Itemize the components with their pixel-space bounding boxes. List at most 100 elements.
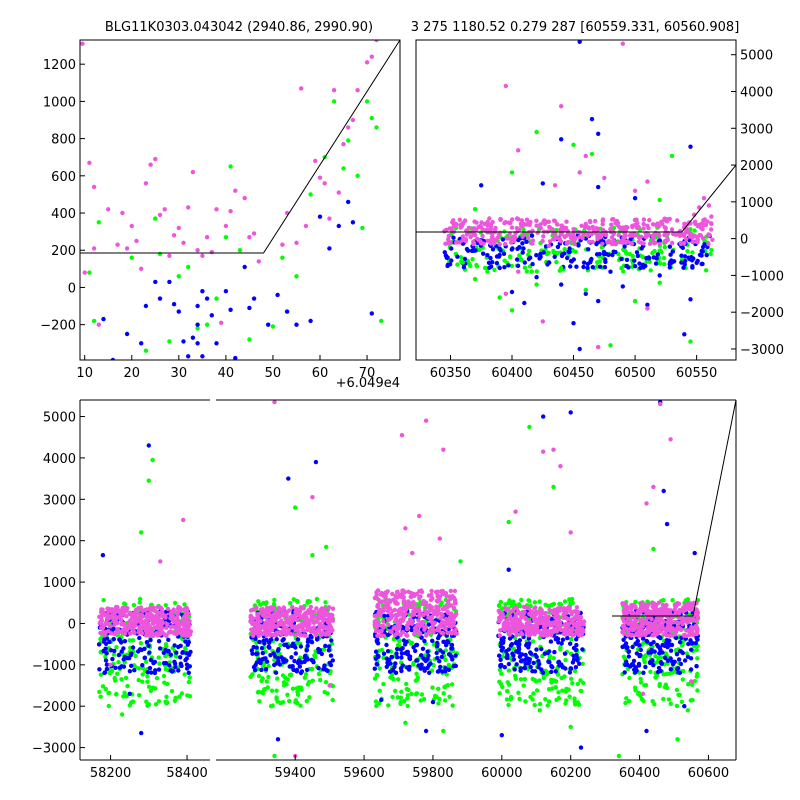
data-point-blue bbox=[435, 655, 440, 661]
data-point-magenta bbox=[662, 225, 667, 230]
data-point-green bbox=[688, 698, 693, 703]
data-point-blue bbox=[142, 655, 148, 660]
data-point-magenta bbox=[652, 241, 657, 246]
data-point-green bbox=[636, 691, 641, 697]
data-point-magenta bbox=[140, 626, 145, 631]
data-point-magenta bbox=[416, 609, 422, 615]
data-point-blue bbox=[393, 661, 398, 666]
data-point-magenta bbox=[223, 223, 229, 229]
data-point-magenta bbox=[159, 606, 164, 612]
data-point-magenta bbox=[471, 241, 476, 247]
data-point-magenta bbox=[532, 606, 537, 611]
data-point-magenta bbox=[448, 617, 453, 623]
data-point-blue bbox=[603, 259, 608, 265]
y-tick-label: 0 bbox=[68, 281, 76, 296]
data-point-blue bbox=[511, 657, 517, 662]
data-point-blue bbox=[581, 264, 586, 270]
data-point-green bbox=[228, 164, 233, 169]
data-point-green bbox=[419, 692, 425, 697]
data-point-green bbox=[562, 674, 567, 679]
data-point-blue bbox=[634, 651, 640, 656]
data-point-blue bbox=[644, 728, 649, 734]
data-point-blue bbox=[161, 650, 166, 655]
x-tick-label: 60 bbox=[312, 366, 329, 381]
data-point-magenta bbox=[693, 221, 698, 227]
data-point-magenta bbox=[159, 625, 165, 631]
data-point-blue bbox=[682, 262, 687, 267]
data-point-green bbox=[123, 675, 129, 681]
data-point-magenta bbox=[659, 624, 664, 629]
data-point-magenta bbox=[251, 616, 256, 621]
data-point-blue bbox=[623, 662, 628, 668]
data-point-magenta bbox=[656, 600, 661, 605]
data-point-blue bbox=[293, 651, 298, 656]
data-point-green bbox=[498, 599, 503, 605]
panel-full-season: −3000−2000−10000100020003000400050005820… bbox=[32, 399, 737, 781]
data-point-magenta bbox=[587, 239, 592, 245]
data-point-blue bbox=[438, 648, 443, 653]
data-point-green bbox=[172, 600, 178, 606]
data-point-magenta bbox=[418, 594, 423, 599]
data-point-blue bbox=[664, 521, 670, 527]
data-point-blue bbox=[156, 667, 162, 672]
data-point-magenta bbox=[146, 622, 151, 627]
data-point-magenta bbox=[647, 218, 652, 223]
data-point-blue bbox=[641, 670, 646, 675]
data-point-blue bbox=[653, 261, 659, 266]
data-point-blue bbox=[253, 636, 258, 641]
data-point-magenta bbox=[443, 616, 449, 622]
data-point-magenta bbox=[503, 291, 508, 296]
data-point-magenta bbox=[302, 612, 307, 617]
data-point-blue bbox=[439, 654, 444, 660]
data-point-magenta bbox=[330, 606, 336, 611]
data-point-magenta bbox=[629, 627, 634, 632]
data-point-green bbox=[264, 679, 269, 684]
data-point-blue bbox=[298, 670, 304, 676]
data-point-blue bbox=[602, 265, 608, 270]
data-point-magenta bbox=[106, 207, 111, 212]
data-point-green bbox=[269, 688, 275, 693]
data-point-blue bbox=[626, 654, 631, 659]
data-point-green bbox=[474, 262, 479, 268]
data-point-green bbox=[626, 699, 632, 704]
data-point-blue bbox=[149, 670, 154, 675]
data-point-blue bbox=[420, 646, 426, 651]
data-point-magenta bbox=[503, 241, 508, 247]
data-point-green bbox=[550, 686, 555, 691]
data-point-blue bbox=[502, 665, 507, 670]
data-point-magenta bbox=[374, 592, 379, 597]
data-point-blue bbox=[273, 670, 279, 675]
data-point-magenta bbox=[311, 620, 317, 625]
data-point-blue bbox=[449, 246, 454, 251]
data-point-blue bbox=[402, 642, 408, 647]
x-tick-label: 59600 bbox=[343, 766, 384, 781]
data-point-green bbox=[100, 684, 106, 689]
data-point-blue bbox=[664, 638, 670, 643]
data-point-blue bbox=[633, 670, 638, 675]
data-point-blue bbox=[108, 648, 114, 653]
data-point-magenta bbox=[420, 619, 425, 625]
data-point-green bbox=[409, 691, 414, 697]
data-point-magenta bbox=[513, 509, 518, 514]
data-point-green bbox=[316, 671, 322, 677]
data-point-magenta bbox=[272, 400, 277, 405]
data-point-green bbox=[156, 699, 162, 704]
data-point-blue bbox=[305, 657, 310, 662]
data-point-magenta bbox=[640, 624, 645, 629]
data-point-magenta bbox=[381, 594, 387, 599]
data-point-green bbox=[558, 602, 564, 607]
data-point-green bbox=[139, 530, 144, 535]
data-point-green bbox=[516, 690, 521, 695]
data-point-green bbox=[373, 699, 379, 704]
y-tick-label: 400 bbox=[51, 207, 76, 222]
data-point-green bbox=[517, 604, 523, 609]
data-point-magenta bbox=[451, 629, 456, 634]
data-point-green bbox=[377, 666, 382, 671]
data-point-magenta bbox=[375, 633, 380, 638]
data-point-blue bbox=[559, 282, 564, 287]
data-point-blue bbox=[119, 649, 124, 654]
data-point-blue bbox=[441, 639, 446, 644]
data-point-blue bbox=[316, 665, 321, 671]
data-point-magenta bbox=[171, 233, 177, 238]
data-point-magenta bbox=[510, 217, 515, 222]
